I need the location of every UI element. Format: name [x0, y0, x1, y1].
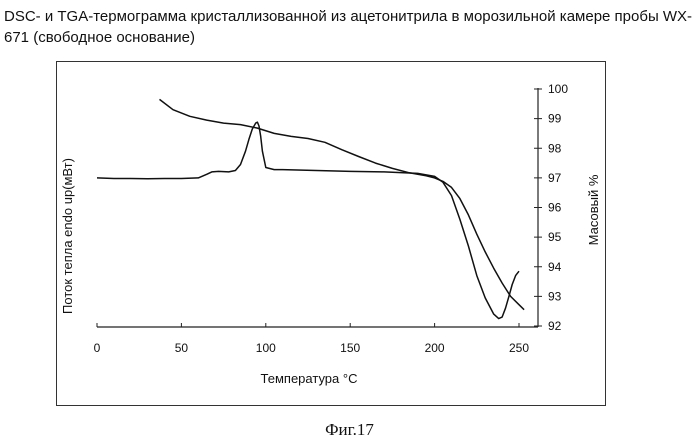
x-tick-label: 50 [175, 341, 189, 355]
x-tick-label: 250 [509, 341, 529, 355]
plot-axes [96, 88, 542, 328]
x-tick-label: 100 [256, 341, 276, 355]
y2-tick-label: 99 [548, 112, 562, 126]
y2-tick-label: 94 [548, 260, 562, 274]
y2-tick-label: 100 [548, 82, 568, 96]
figure-frame [56, 61, 606, 406]
y2-tick-label: 95 [548, 230, 562, 244]
tick-labels: 0 50 100 150 200 250 92 93 94 95 96 97 98 99 100 [94, 82, 569, 355]
y2-tick-label: 93 [548, 289, 562, 303]
x-axis-label: Температура °C [261, 371, 358, 386]
y2-tick-label: 96 [548, 201, 562, 215]
tga-curve [159, 98, 525, 311]
dsc-curve [96, 121, 520, 320]
figure-caption: Фиг.17 [325, 420, 374, 439]
x-tick-label: 0 [94, 341, 101, 355]
series-lines [96, 98, 525, 320]
y-axis-right-label: Масовый % [586, 174, 601, 245]
x-tick-label: 200 [425, 341, 445, 355]
y-axis-left-label: Поток тепла endo up(мВт) [60, 158, 75, 314]
chart-title: DSC- и TGA-термограмма кристаллизованной… [4, 8, 693, 46]
y2-tick-label: 98 [548, 141, 562, 155]
y2-tick-label: 97 [548, 171, 562, 185]
x-tick-label: 150 [340, 341, 360, 355]
y2-tick-label: 92 [548, 319, 562, 333]
